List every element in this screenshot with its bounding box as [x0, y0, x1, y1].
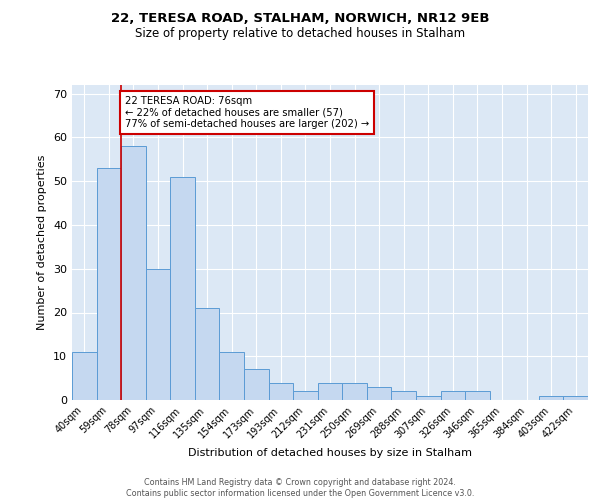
Bar: [318, 382, 342, 400]
Text: 22 TERESA ROAD: 76sqm
← 22% of detached houses are smaller (57)
77% of semi-deta: 22 TERESA ROAD: 76sqm ← 22% of detached …: [125, 96, 369, 129]
Bar: [465, 391, 490, 400]
Bar: [293, 391, 318, 400]
Bar: [440, 391, 465, 400]
Bar: [121, 146, 146, 400]
Bar: [97, 168, 121, 400]
Bar: [367, 387, 391, 400]
Bar: [72, 352, 97, 400]
Bar: [170, 177, 195, 400]
Text: 22, TERESA ROAD, STALHAM, NORWICH, NR12 9EB: 22, TERESA ROAD, STALHAM, NORWICH, NR12 …: [111, 12, 489, 26]
Bar: [342, 382, 367, 400]
Bar: [269, 382, 293, 400]
Bar: [391, 391, 416, 400]
Bar: [416, 396, 440, 400]
Bar: [146, 268, 170, 400]
Bar: [539, 396, 563, 400]
X-axis label: Distribution of detached houses by size in Stalham: Distribution of detached houses by size …: [188, 448, 472, 458]
Bar: [220, 352, 244, 400]
Bar: [195, 308, 220, 400]
Text: Contains HM Land Registry data © Crown copyright and database right 2024.
Contai: Contains HM Land Registry data © Crown c…: [126, 478, 474, 498]
Text: Size of property relative to detached houses in Stalham: Size of property relative to detached ho…: [135, 28, 465, 40]
Bar: [244, 370, 269, 400]
Y-axis label: Number of detached properties: Number of detached properties: [37, 155, 47, 330]
Bar: [563, 396, 588, 400]
